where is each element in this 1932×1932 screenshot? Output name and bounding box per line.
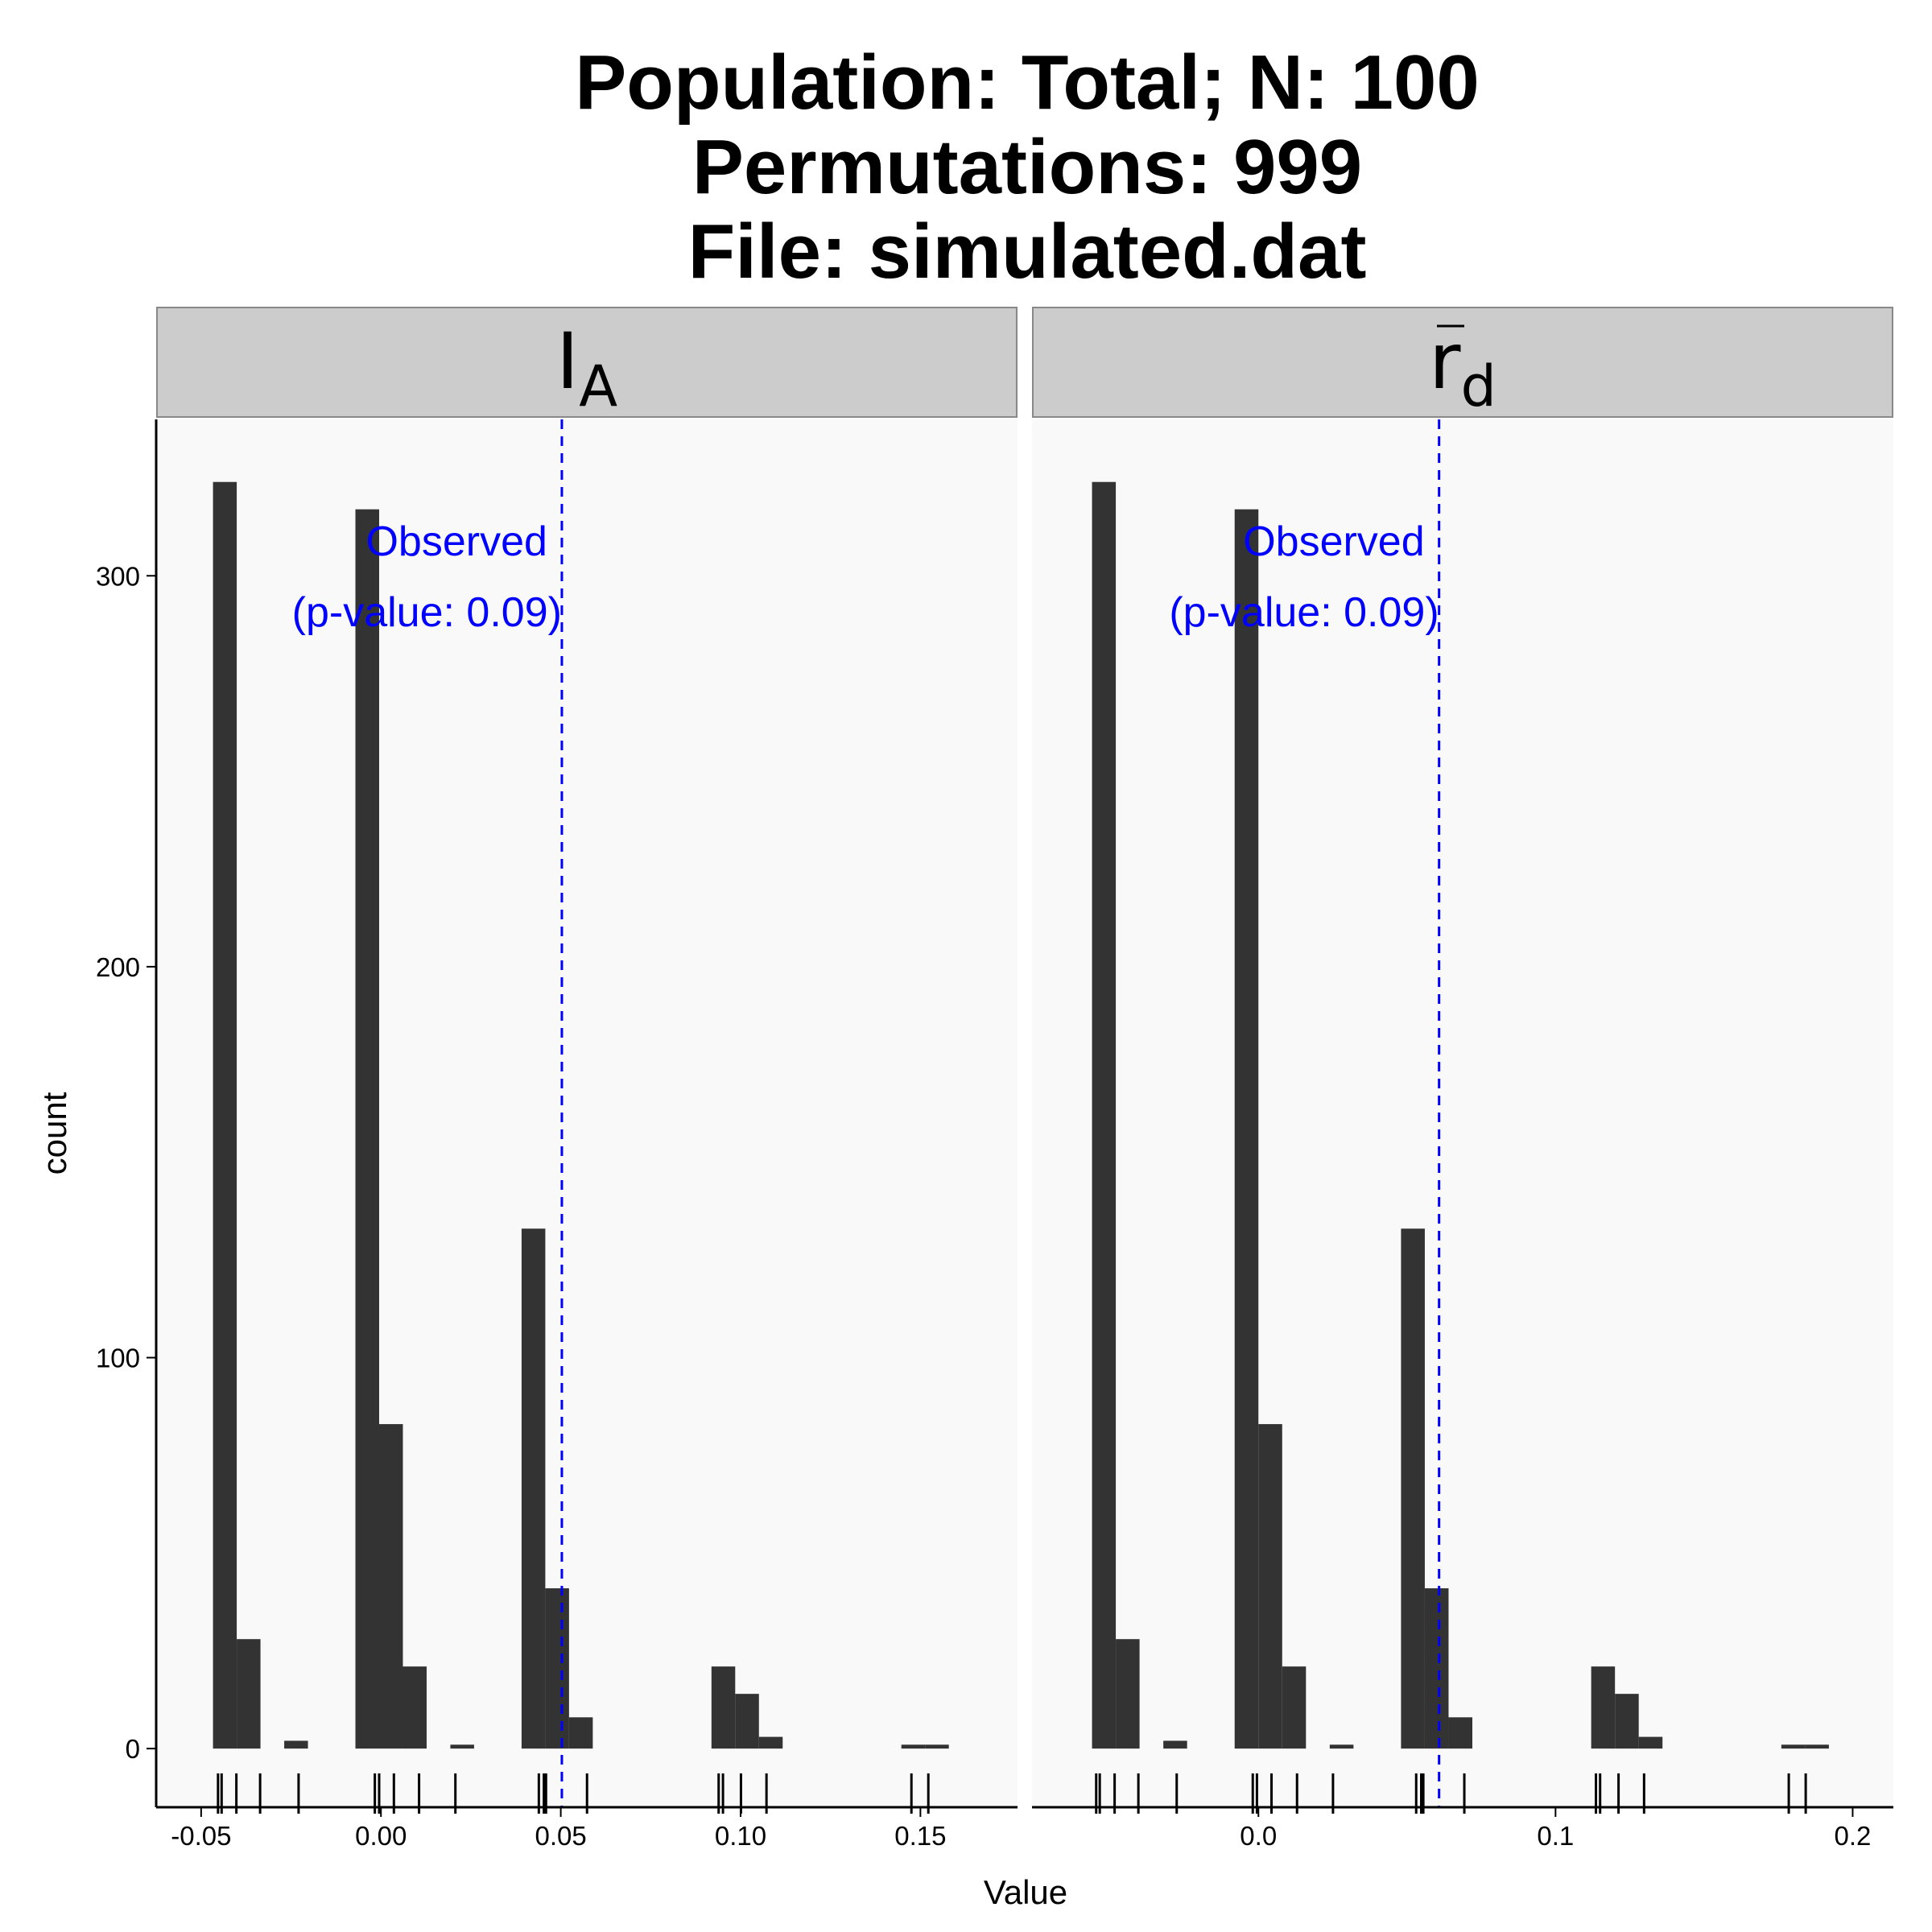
histogram-bar <box>1163 1740 1187 1749</box>
histogram-bar <box>1116 1639 1140 1749</box>
histogram-bar <box>568 1717 593 1749</box>
histogram-bar <box>735 1694 759 1749</box>
histogram-bar <box>1424 1588 1449 1749</box>
panel-background <box>156 419 1018 1807</box>
x-tick-label: 0.10 <box>715 1821 766 1851</box>
histogram-bar <box>1234 509 1259 1749</box>
histogram-bar <box>355 509 379 1749</box>
x-tick-label: 0.1 <box>1537 1821 1574 1851</box>
histogram-bar <box>402 1666 427 1749</box>
histogram-bar <box>378 1424 403 1749</box>
y-tick-label: 300 <box>96 561 140 591</box>
histogram-bar <box>1258 1424 1282 1749</box>
histogram-bar <box>1805 1744 1829 1749</box>
x-tick-label: 0.0 <box>1240 1821 1277 1851</box>
histogram-bar <box>901 1744 926 1749</box>
histogram-bar <box>1329 1744 1354 1749</box>
histogram-bar <box>1092 481 1117 1749</box>
observed-label: Observed <box>365 518 547 565</box>
y-axis-title: count <box>35 1092 73 1174</box>
histogram-bar <box>1282 1666 1307 1749</box>
histogram-bar <box>450 1744 474 1749</box>
histogram-bar <box>1401 1228 1425 1749</box>
x-axis-title: Value <box>984 1873 1067 1911</box>
facet-strip-label-main: I <box>556 316 579 407</box>
x-tick-label: 0.15 <box>894 1821 946 1851</box>
histogram-bar <box>711 1666 736 1749</box>
histogram-bar <box>284 1740 308 1749</box>
observed-p-value-label: (p-value: 0.09) <box>1169 589 1439 636</box>
x-tick-label: 0.00 <box>355 1821 407 1851</box>
chart-title-line-3: File: simulated.dat <box>688 208 1367 295</box>
observed-p-value-label: (p-value: 0.09) <box>292 589 562 636</box>
facet-strip-label-sub: A <box>579 353 617 419</box>
histogram-bar <box>521 1228 546 1749</box>
chart-title-line-2: Permutations: 999 <box>692 124 1362 210</box>
histogram-bar <box>925 1744 949 1749</box>
histogram-bar <box>545 1588 569 1749</box>
observed-label: Observed <box>1243 518 1424 565</box>
x-tick-label: 0.2 <box>1834 1821 1871 1851</box>
x-tick-label: -0.05 <box>171 1821 231 1851</box>
histogram-bar <box>237 1639 261 1749</box>
y-tick-label: 100 <box>96 1344 140 1373</box>
chart-title-line-1: Population: Total; N: 100 <box>575 39 1480 126</box>
histogram-bar <box>1448 1717 1472 1749</box>
panel-background <box>1032 419 1893 1807</box>
facet-strip <box>156 307 1018 418</box>
histogram-bar <box>758 1736 783 1749</box>
panel-1: IA Observed (p-value: 0.09) -0.05 0.00 0.05 0.… <box>156 307 1018 1851</box>
facet-strip-label-main: r <box>1429 316 1461 407</box>
y-axis: 0 100 200 300 <box>96 419 158 1807</box>
facet-strip-label: IA <box>556 316 617 419</box>
histogram-bar <box>213 481 237 1749</box>
histogram-bar <box>1591 1666 1616 1749</box>
histogram-bar <box>1781 1744 1806 1749</box>
y-tick-label: 200 <box>96 952 140 982</box>
histogram-bar <box>1615 1694 1639 1749</box>
panel-2: rd Observed (p-value: 0.09) 0.0 0.1 0.2 <box>1032 307 1893 1851</box>
facet-strip-label-sub: d <box>1461 353 1496 419</box>
histogram-bar <box>1638 1736 1663 1749</box>
x-tick-label: 0.05 <box>535 1821 586 1851</box>
y-tick-label: 0 <box>126 1734 140 1764</box>
facet-strip-label: rd <box>1429 316 1496 419</box>
